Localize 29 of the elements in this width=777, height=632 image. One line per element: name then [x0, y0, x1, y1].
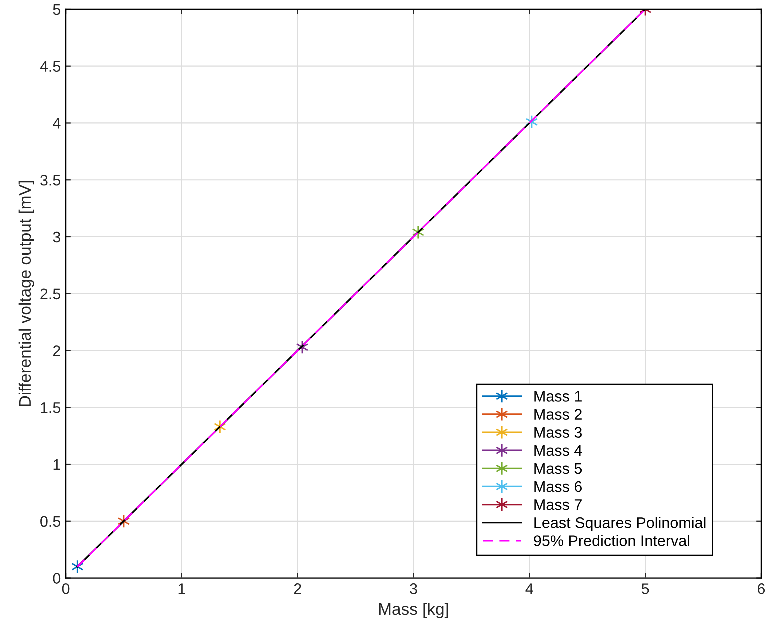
- legend-label: Mass 5: [534, 463, 582, 474]
- y-tick-label: 0.5: [40, 516, 61, 528]
- legend-label: Mass 3: [534, 427, 582, 438]
- y-tick-label: 3: [53, 232, 61, 243]
- y-tick-label: 3.5: [40, 174, 61, 186]
- y-tick-label: 1.5: [41, 402, 61, 414]
- legend-label: 95% Prediction Interval: [534, 535, 690, 546]
- x-axis-title: Mass [kg]: [379, 602, 448, 618]
- legend-label: Mass 7: [534, 500, 582, 510]
- x-tick-label: 3: [410, 584, 418, 594]
- legend-label: Mass 1: [534, 391, 582, 402]
- y-tick-label: 4.5: [40, 61, 61, 72]
- y-tick-label: 0: [53, 573, 61, 584]
- y-tick-label: 1: [54, 460, 60, 470]
- y-tick-label: 4: [53, 118, 61, 129]
- x-tick-label: 2: [294, 584, 302, 594]
- legend-label: Mass 2: [534, 409, 582, 420]
- x-tick-label: 4: [526, 584, 534, 594]
- x-tick-label: 1: [178, 584, 186, 594]
- x-tick-label: 5: [642, 584, 650, 594]
- y-tick-label: 5: [53, 4, 61, 16]
- x-tick-label: 6: [758, 584, 766, 594]
- y-tick-label: 2.5: [40, 288, 61, 300]
- y-axis-title: Differential voltage output [mV]: [18, 181, 34, 406]
- legend-label: Mass 4: [534, 445, 582, 456]
- legend-label: Least Squares Polinomial: [534, 517, 706, 532]
- x-tick-label: 0: [62, 584, 70, 594]
- y-tick-label: 2: [53, 346, 60, 356]
- legend-label: Mass 6: [534, 481, 582, 492]
